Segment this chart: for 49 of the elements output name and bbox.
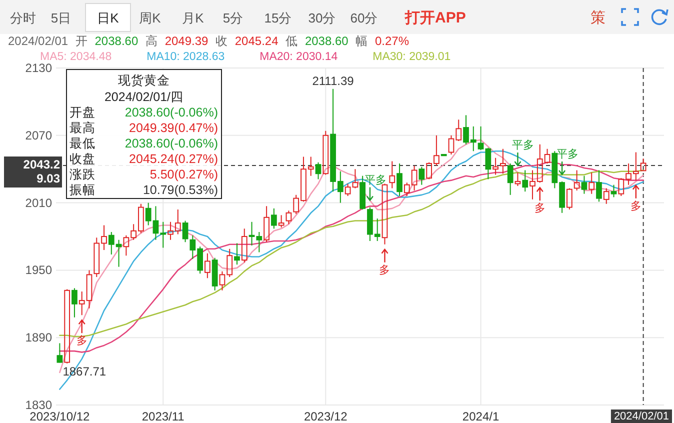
annotation: 开盘	[70, 106, 96, 120]
annotation: 2049.39(0.47%)	[129, 121, 218, 135]
text: 策	[590, 10, 606, 26]
text: 5日	[50, 10, 72, 26]
text: 5分	[222, 10, 244, 26]
annotation: 涨跌	[70, 168, 96, 182]
annotation: 5.50(0.27%)	[150, 168, 218, 182]
text: MA10: 2028.63	[146, 51, 225, 63]
x-tick-label: 2023/10/12	[30, 410, 90, 423]
text: 60分	[350, 10, 378, 26]
annotation: 收盘	[70, 152, 96, 166]
y-tick-label: 1890	[25, 330, 52, 345]
annotation: 2038.60(-0.06%)	[124, 136, 218, 150]
text: 分时	[10, 10, 36, 26]
ref-line-label: 2043.2 9.03	[23, 158, 60, 186]
annotation: 平多	[556, 148, 579, 160]
annotation: 多	[379, 264, 390, 276]
text: 日K	[97, 10, 120, 26]
annotation: 2038.60(-0.06%)	[124, 106, 218, 120]
annotation: 多	[534, 202, 546, 215]
text: 15分	[264, 10, 292, 26]
y-tick-label: 1830	[25, 398, 52, 412]
y-tick-label: 1950	[25, 263, 52, 278]
text: MA5: 2034.48	[40, 51, 112, 63]
text: MA20: 2030.14	[260, 51, 338, 63]
annotation: 振幅	[70, 183, 96, 197]
text: 30分	[308, 10, 336, 26]
x-tick-label: 2023/11	[142, 410, 185, 423]
text: 打开APP	[404, 10, 466, 26]
y-tick-label: 2070	[25, 128, 52, 142]
annotation: 现货黄金	[118, 74, 170, 88]
text: 周K	[139, 10, 162, 26]
annotation: 2024/02/01/四	[104, 90, 184, 104]
x-tick-label: 2024/02/01	[614, 410, 669, 422]
text: MA30: 2039.01	[372, 51, 451, 63]
text: 2024/02/01 开 2038.60 高 2049.39 收 2045.24 低 2038.60 幅 0.27%	[8, 34, 410, 48]
annotation: 最低	[70, 136, 96, 150]
annotation: 2111.39	[312, 74, 354, 88]
annotation: 多	[630, 200, 642, 212]
annotation: 多	[76, 335, 88, 348]
annotation: 2045.24(0.27%)	[129, 152, 218, 166]
text: 月K	[182, 10, 204, 26]
annotation: 平多	[512, 139, 534, 152]
annotation: 10.79(0.53%)	[142, 183, 218, 197]
x-tick-label: 2024/1	[462, 410, 500, 423]
y-tick-label: 2010	[25, 196, 52, 210]
y-tick-label: 2130	[25, 61, 52, 75]
x-tick-label: 2023/12	[304, 410, 348, 423]
annotation: 最高	[70, 120, 96, 135]
